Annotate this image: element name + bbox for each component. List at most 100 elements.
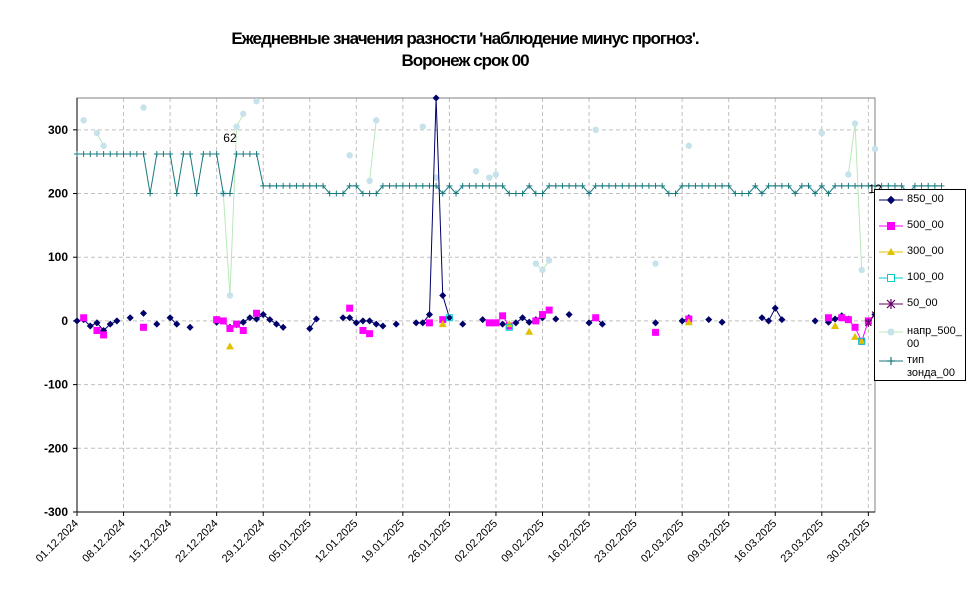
series-850-point <box>392 320 400 328</box>
x-tick-label: 02.02.2025 <box>453 518 500 565</box>
tip-zonda-point <box>399 182 406 189</box>
tip-zonda-point <box>93 151 100 158</box>
series-850-point <box>93 319 101 327</box>
tip-zonda-point <box>260 182 267 189</box>
tip-zonda-point <box>758 190 765 197</box>
series-850-point <box>552 315 560 323</box>
series-850-point <box>379 322 387 330</box>
series-850-point <box>765 317 773 325</box>
tip-zonda-point <box>745 190 752 197</box>
series-100-point <box>858 337 866 345</box>
tip-zonda-point <box>938 182 945 189</box>
y-tick-label: -300 <box>44 505 68 519</box>
y-tick-label: 200 <box>48 187 68 201</box>
legend-symbol-850 <box>879 195 903 205</box>
series-500-point <box>439 316 447 324</box>
tip-zonda-point <box>80 151 87 158</box>
tip-zonda-point <box>453 190 460 197</box>
tip-zonda-point <box>632 182 639 189</box>
napr-500-point <box>652 260 659 267</box>
series-100-point <box>505 323 513 331</box>
tip-zonda-point <box>393 182 400 189</box>
napr-500-point <box>100 142 107 149</box>
napr-500-point <box>472 168 480 175</box>
napr-500-point <box>233 123 240 130</box>
tip-zonda-point <box>672 190 679 197</box>
legend: 850_00 500_00 300_00 100_00 50_00 напр_5… <box>874 189 966 381</box>
tip-zonda-point <box>645 182 652 189</box>
legend-label-500: 500_00 <box>907 219 944 231</box>
series-300-point <box>438 320 447 328</box>
tip-zonda-point <box>419 182 426 189</box>
tip-zonda-point <box>739 190 745 197</box>
tip-zonda-point <box>346 182 353 189</box>
tip-zonda-point <box>712 182 719 189</box>
series-500-point <box>844 316 852 324</box>
tip-zonda-point <box>286 182 293 189</box>
tip-zonda-point <box>180 151 187 158</box>
series-850-point <box>246 314 254 322</box>
napr-500-point <box>545 257 553 264</box>
tip-zonda-point <box>492 182 499 189</box>
tip-zonda-point <box>925 182 932 189</box>
y-tick-label: 0 <box>61 314 68 328</box>
napr-500-line <box>369 120 377 181</box>
series-500-point <box>140 323 147 331</box>
tip-zonda-point <box>872 182 878 189</box>
series-850-point <box>73 317 81 325</box>
tip-zonda-point <box>792 190 799 197</box>
tip-zonda-point <box>379 182 386 189</box>
napr-500-point <box>80 117 87 124</box>
tip-zonda-point <box>512 190 519 197</box>
series-850-point <box>499 320 507 328</box>
series-850-point <box>771 304 779 312</box>
tip-zonda-point <box>685 182 692 189</box>
legend-item-300: 300_00 <box>875 244 965 270</box>
tip-zonda-point <box>911 182 918 189</box>
series-50-point <box>864 318 872 327</box>
napr-500-point <box>93 129 101 137</box>
napr-500-point <box>373 117 380 124</box>
series-500-point <box>425 319 433 327</box>
x-tick-label: 12.01.2025 <box>313 518 360 565</box>
x-tick-label: 19.01.2025 <box>360 518 407 565</box>
tip-zonda-point <box>586 190 593 197</box>
series-850-point <box>139 309 148 317</box>
tip-zonda-point <box>446 182 453 189</box>
tip-zonda-point <box>173 190 180 197</box>
tip-zonda-point <box>719 182 726 189</box>
series-500-point <box>499 312 507 320</box>
legend-symbol-500 <box>879 222 903 230</box>
series-500-point <box>219 317 227 325</box>
tip-zonda-point <box>725 182 732 189</box>
series-300-point <box>831 322 840 330</box>
tip-zonda-point <box>559 182 566 189</box>
tip-zonda-point <box>466 182 473 189</box>
legend-item-50: 50_00 <box>875 296 965 322</box>
napr-500-point <box>419 123 426 130</box>
tip-zonda-point <box>359 190 366 197</box>
series-300-point <box>525 327 534 335</box>
series-500-point <box>233 320 241 328</box>
tip-zonda-point <box>366 190 373 197</box>
tip-zonda-point <box>226 190 233 197</box>
tip-zonda-point <box>87 151 94 158</box>
plot-area <box>77 98 875 512</box>
tip-zonda-point <box>120 151 127 158</box>
tip-zonda-point <box>107 151 114 158</box>
tip-zonda-point <box>220 190 227 197</box>
series-500-point <box>346 304 354 312</box>
tip-zonda-point <box>207 151 213 158</box>
series-850-point <box>425 311 433 319</box>
series-850-point <box>266 316 274 324</box>
tip-zonda-point <box>506 190 513 197</box>
series-850-point <box>585 319 593 327</box>
x-tick-label: 29.12.2024 <box>220 518 267 565</box>
series-850-point <box>598 320 606 328</box>
x-tick-label: 09.03.2025 <box>685 518 732 565</box>
series-300-point <box>505 320 514 328</box>
tip-zonda-point <box>918 182 925 189</box>
series-layer <box>73 94 945 350</box>
series-850-point <box>86 322 94 330</box>
x-tick-label: 09.02.2025 <box>499 518 546 565</box>
